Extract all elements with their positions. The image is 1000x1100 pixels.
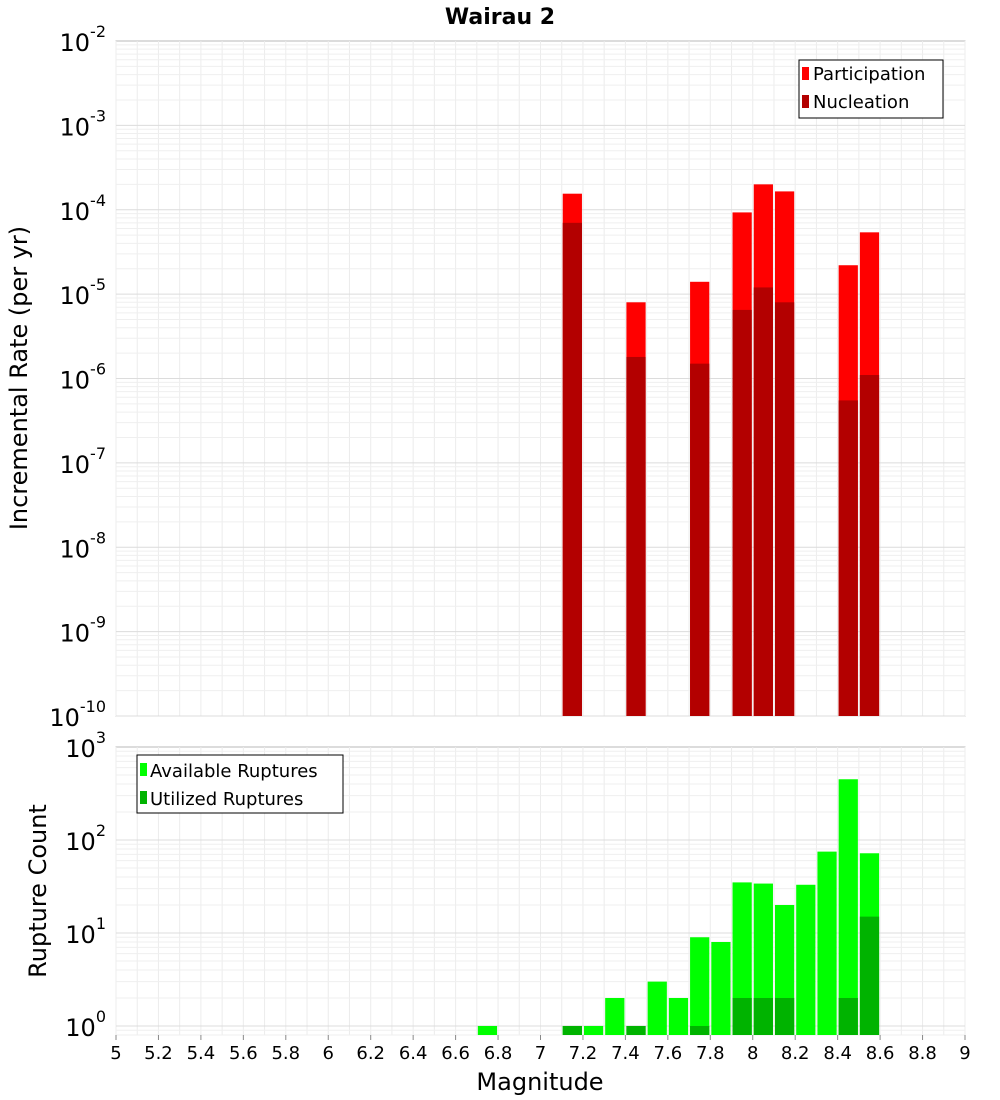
utilized-ruptures-bar: [774, 997, 795, 1035]
bottom-bars: [477, 779, 880, 1035]
utilized-ruptures-bar: [562, 1025, 582, 1035]
available-ruptures-bar: [668, 997, 689, 1035]
legend-label-utilized: Utilized Ruptures: [150, 789, 303, 810]
x-tick-label: 6.2: [356, 1043, 385, 1064]
y-tick-label: 10-4: [60, 191, 107, 226]
x-tick-label: 7.6: [654, 1043, 683, 1064]
top-legend-box: [798, 59, 944, 119]
legend-swatch-available: [140, 763, 147, 776]
chart-title: Wairau 2: [445, 5, 555, 30]
y-tick-label: 10-10: [49, 697, 106, 732]
utilized-ruptures-bar: [626, 1025, 646, 1035]
x-tick-label: 9: [959, 1043, 970, 1064]
x-tick-label: 5.6: [229, 1043, 258, 1064]
legend-swatch-utilized: [140, 791, 147, 804]
x-tick-label: 6.8: [484, 1043, 513, 1064]
bottom-y-tick-labels: 100 101 102 103: [65, 728, 106, 1042]
bottom-legend: Available Ruptures Utilized Ruptures: [136, 754, 344, 814]
y-tick-label: 101: [65, 914, 106, 949]
legend-label-participation: Participation: [813, 64, 925, 85]
available-ruptures-bar: [690, 937, 710, 1035]
x-tick-label: 6.4: [399, 1043, 428, 1064]
x-tick-label: 6.6: [441, 1043, 470, 1064]
available-ruptures-bar: [477, 1025, 498, 1035]
available-ruptures-bar: [732, 882, 752, 1035]
available-ruptures-bar: [583, 1025, 604, 1035]
x-tick-label: 5.4: [187, 1043, 216, 1064]
utilized-ruptures-bar: [859, 916, 880, 1035]
y-tick-label: 10-8: [60, 528, 107, 563]
x-tick-label: 7.2: [569, 1043, 598, 1064]
bottom-y-axis-label: Rupture Count: [24, 804, 52, 978]
top-legend: Participation Nucleation: [798, 59, 944, 119]
legend-swatch-nucleation: [802, 95, 809, 108]
y-tick-label: 10-6: [60, 360, 107, 395]
x-tick-label: 6: [323, 1043, 334, 1064]
available-ruptures-bar: [647, 981, 667, 1035]
top-y-tick-labels: 10-10 10-9 10-8 10-7 10-6 10-5 10-4 10-3 10-2: [49, 22, 106, 732]
nucleation-bar: [562, 222, 582, 716]
utilized-ruptures-bar: [838, 997, 858, 1035]
y-tick-label: 102: [65, 821, 106, 856]
x-tick-label: 7.8: [696, 1043, 725, 1064]
x-tick-label: 8.2: [781, 1043, 810, 1064]
nucleation-bar: [732, 309, 752, 716]
x-tick-label: 8: [747, 1043, 758, 1064]
utilized-ruptures-bar: [690, 1025, 710, 1035]
y-tick-label: 10-5: [60, 275, 107, 310]
nucleation-bar: [838, 400, 858, 716]
top-y-axis-label: Incremental Rate (per yr): [5, 226, 33, 530]
available-ruptures-bar: [753, 883, 773, 1035]
y-tick-label: 103: [65, 728, 106, 763]
legend-label-nucleation: Nucleation: [813, 92, 909, 113]
y-tick-label: 10-9: [60, 613, 107, 648]
x-tick-label: 5.8: [271, 1043, 300, 1064]
bottom-legend-box: [136, 754, 344, 814]
x-tick-label: 5: [110, 1043, 121, 1064]
nucleation-bar: [859, 375, 880, 716]
x-tick-label: 5.2: [144, 1043, 173, 1064]
top-gridlines: [115, 41, 966, 717]
available-ruptures-bar: [711, 942, 731, 1035]
legend-swatch-participation: [802, 67, 809, 80]
x-tick-label: 8.6: [866, 1043, 895, 1064]
nucleation-bar: [774, 302, 795, 716]
x-tick-label: 8.4: [823, 1043, 852, 1064]
x-tick-label: 7: [535, 1043, 546, 1064]
y-tick-label: 100: [65, 1007, 106, 1042]
available-ruptures-bar: [838, 779, 858, 1035]
y-tick-label: 10-7: [60, 444, 107, 479]
available-ruptures-bar: [796, 884, 816, 1035]
y-tick-label: 10-2: [60, 22, 107, 57]
nucleation-bar: [753, 287, 773, 716]
nucleation-bar: [626, 356, 646, 716]
x-axis-label: Magnitude: [476, 1068, 603, 1096]
utilized-ruptures-bar: [732, 997, 752, 1035]
available-ruptures-bar: [817, 851, 837, 1035]
nucleation-bar: [690, 363, 710, 716]
y-tick-label: 10-3: [60, 106, 107, 141]
x-tick-labels: 5 5.2 5.4 5.6 5.8 6 6.2 6.4 6.6 6.8 7 7.2 7.4 7.6 7.8 8…: [110, 1035, 971, 1064]
x-tick-label: 7.4: [611, 1043, 640, 1064]
utilized-ruptures-bar: [753, 997, 773, 1035]
available-ruptures-bar: [605, 997, 625, 1035]
legend-label-available: Available Ruptures: [150, 761, 318, 782]
top-bars: [562, 184, 880, 717]
x-tick-label: 8.8: [908, 1043, 937, 1064]
